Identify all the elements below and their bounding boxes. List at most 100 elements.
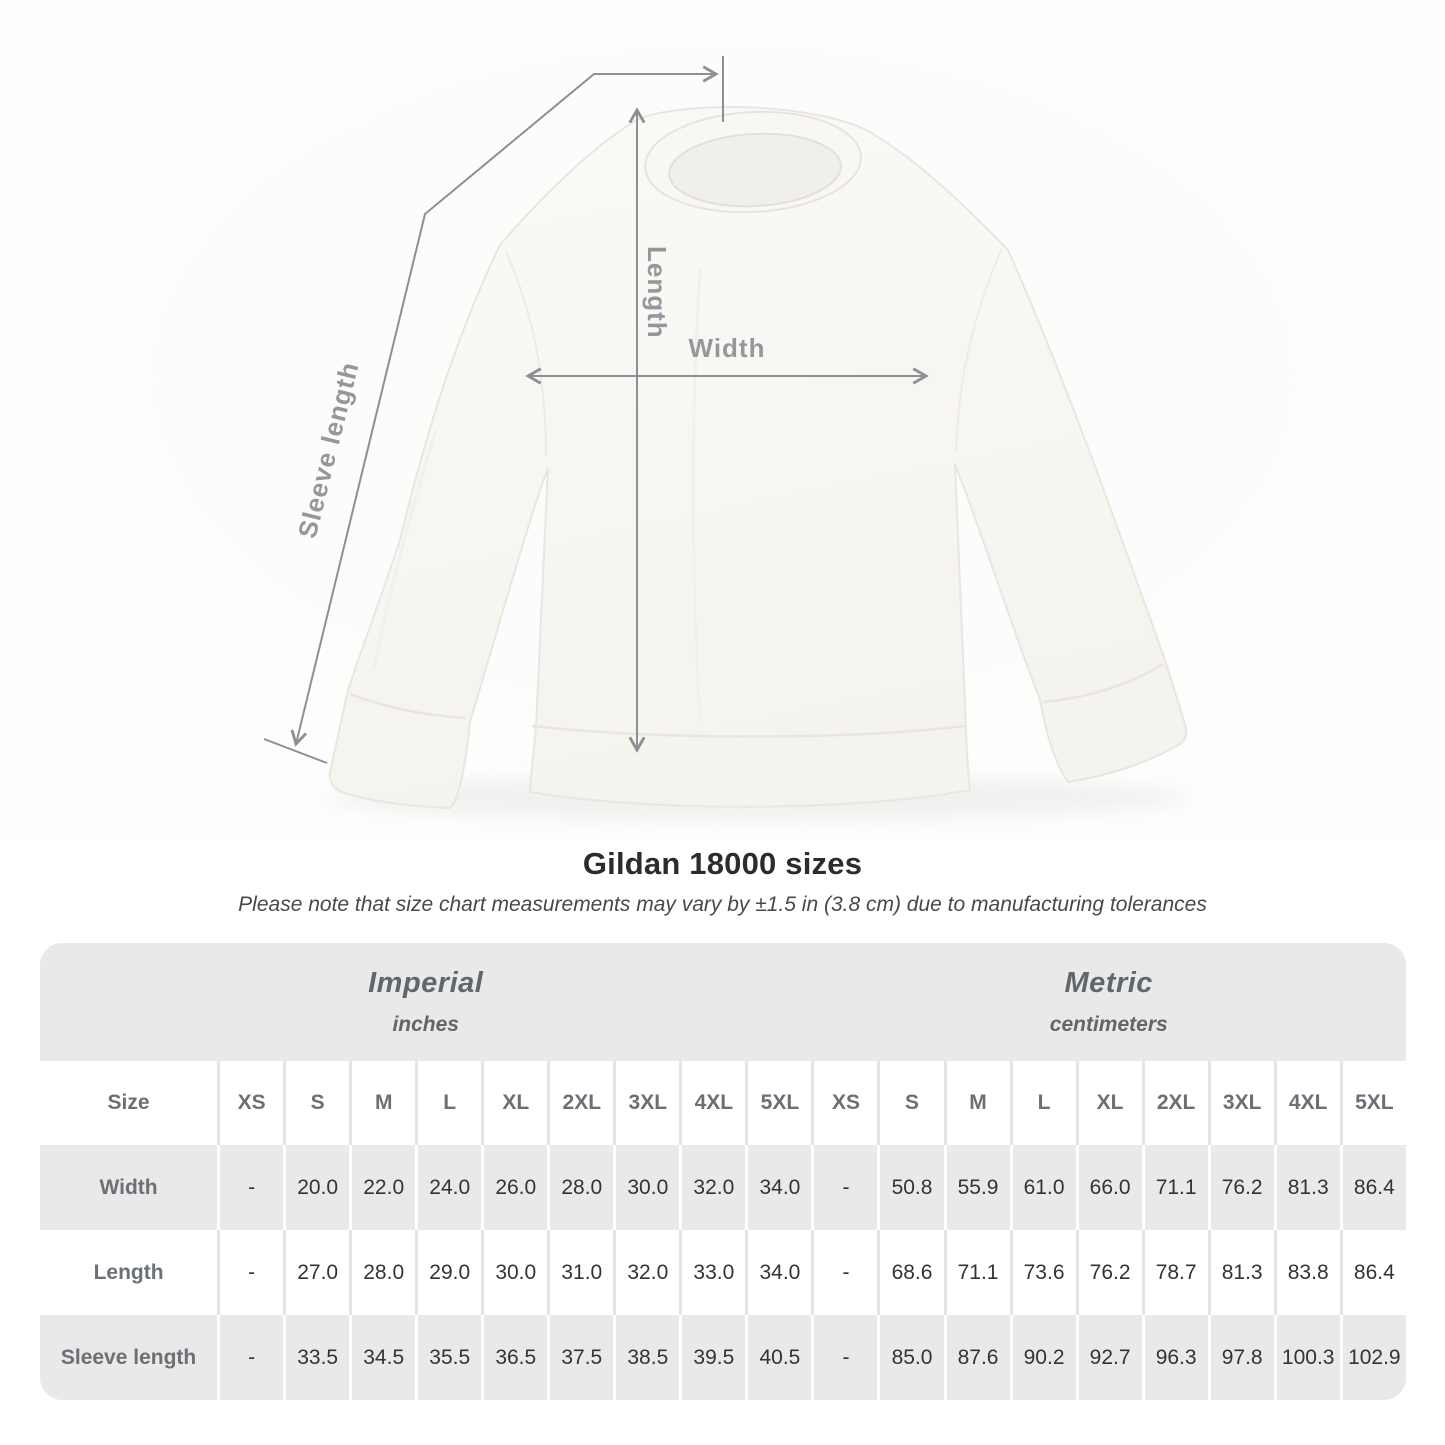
size-value: - [811, 1145, 878, 1230]
measure-row-width: Width -20.0 22.0 24.0 26.0 28.0 30.0 32.0 34.0-5… [40, 1145, 1406, 1230]
size-header-2xl: 2XL [547, 1061, 614, 1145]
size-value: - [811, 1230, 878, 1315]
size-value: 66.0 [1075, 1145, 1142, 1230]
size-value: 34.0 [745, 1145, 812, 1230]
imperial-band: Imperial inches [40, 943, 812, 1061]
size-value: 38.5 [613, 1315, 680, 1400]
size-value: 37.5 [547, 1315, 614, 1400]
imperial-label: Imperial [368, 967, 484, 999]
size-value: 30.0 [613, 1145, 680, 1230]
row-label: Sleeve length [40, 1315, 218, 1400]
product-diagram: Length Width Sleeve length [0, 0, 1445, 840]
size-value: 78.7 [1141, 1230, 1208, 1315]
size-column-header: Size [40, 1061, 218, 1145]
size-value: - [217, 1315, 284, 1400]
size-value: 33.0 [679, 1230, 746, 1315]
imperial-unit: inches [392, 1013, 459, 1036]
size-value: 34.5 [349, 1315, 416, 1400]
tolerance-note: Please note that size chart measurements… [238, 893, 1207, 916]
size-value: 76.2 [1207, 1145, 1274, 1230]
size-value: - [217, 1230, 284, 1315]
size-header-m: M [349, 1061, 416, 1145]
size-header-xl: XL [481, 1061, 548, 1145]
size-value: 36.5 [481, 1315, 548, 1400]
size-value: 85.0 [877, 1315, 944, 1400]
size-value: 27.0 [283, 1230, 350, 1315]
measure-row-length: Length -27.0 28.0 29.0 30.0 31.0 32.0 33.0 34.0-… [40, 1230, 1406, 1315]
size-value: 96.3 [1141, 1315, 1208, 1400]
size-value: - [811, 1315, 878, 1400]
sweatshirt-illustration: Length Width Sleeve length [0, 0, 1445, 840]
width-label: Width [689, 333, 766, 363]
size-value: 20.0 [283, 1145, 350, 1230]
size-table-section: Imperial inches Metric centimeters Size XS S M L… [40, 943, 1406, 1400]
size-header-2xl: 2XL [1141, 1061, 1208, 1145]
size-value: 71.1 [943, 1230, 1010, 1315]
size-value: 97.8 [1207, 1315, 1274, 1400]
metric-label: Metric [1064, 967, 1153, 999]
size-value: 32.0 [679, 1145, 746, 1230]
cuff-reference-tick [263, 738, 328, 764]
row-label: Width [40, 1145, 218, 1230]
size-header-l: L [1009, 1061, 1076, 1145]
size-header-xs: XS [217, 1061, 284, 1145]
size-value: - [217, 1145, 284, 1230]
size-value: 100.3 [1273, 1315, 1340, 1400]
size-header-5xl: 5XL [1339, 1061, 1406, 1145]
size-value: 33.5 [283, 1315, 350, 1400]
size-header-5xl: 5XL [745, 1061, 812, 1145]
size-value: 92.7 [1075, 1315, 1142, 1400]
size-value: 61.0 [1009, 1145, 1076, 1230]
size-value: 39.5 [679, 1315, 746, 1400]
length-label: Length [642, 246, 672, 339]
size-value: 90.2 [1009, 1315, 1076, 1400]
size-value: 73.6 [1009, 1230, 1076, 1315]
size-value: 34.0 [745, 1230, 812, 1315]
size-header-l: L [415, 1061, 482, 1145]
size-header-xl: XL [1075, 1061, 1142, 1145]
size-guide-page: Length Width Sleeve length Gildan 18000 … [0, 0, 1445, 1400]
size-value: 28.0 [547, 1145, 614, 1230]
size-value: 55.9 [943, 1145, 1010, 1230]
size-header-m: M [943, 1061, 1010, 1145]
size-value: 40.5 [745, 1315, 812, 1400]
measurement-annotations [263, 56, 929, 764]
metric-band: Metric centimeters [811, 943, 1406, 1061]
right-cuff-seam [1043, 662, 1164, 704]
size-header-xs: XS [811, 1061, 878, 1145]
size-header-4xl: 4XL [679, 1061, 746, 1145]
size-value: 71.1 [1141, 1145, 1208, 1230]
right-shoulder-seam [955, 247, 1003, 453]
size-header-4xl: 4XL [1273, 1061, 1340, 1145]
sleeve-length-line [290, 65, 719, 747]
size-value: 81.3 [1207, 1230, 1274, 1315]
size-value: 30.0 [481, 1230, 548, 1315]
size-value: 83.8 [1273, 1230, 1340, 1315]
size-header-s: S [877, 1061, 944, 1145]
size-table: Imperial inches Metric centimeters Size XS S M L… [40, 943, 1406, 1400]
size-value: 26.0 [481, 1145, 548, 1230]
size-header-s: S [283, 1061, 350, 1145]
size-value: 86.4 [1339, 1145, 1406, 1230]
size-value: 22.0 [349, 1145, 416, 1230]
size-value: 31.0 [547, 1230, 614, 1315]
size-header-row: Size XS S M L XL 2XL 3XL 4XL 5XL XS S M L XL 2XL 3XL 4XL 5… [40, 1061, 1406, 1145]
unit-band-row: Imperial inches Metric centimeters [40, 943, 1406, 1061]
measure-row-sleeve-length: Sleeve length -33.5 34.5 35.5 36.5 37.5 38.5 39… [40, 1315, 1406, 1400]
size-value: 28.0 [349, 1230, 416, 1315]
size-header-3xl: 3XL [1207, 1061, 1274, 1145]
size-value: 86.4 [1339, 1230, 1406, 1315]
page-title: Gildan 18000 sizes [582, 846, 863, 881]
size-value: 87.6 [943, 1315, 1010, 1400]
size-value: 76.2 [1075, 1230, 1142, 1315]
size-value: 50.8 [877, 1145, 944, 1230]
size-value: 32.0 [613, 1230, 680, 1315]
size-header-3xl: 3XL [613, 1061, 680, 1145]
size-value: 24.0 [415, 1145, 482, 1230]
size-value: 102.9 [1339, 1315, 1406, 1400]
size-value: 29.0 [415, 1230, 482, 1315]
size-value: 81.3 [1273, 1145, 1340, 1230]
metric-unit: centimeters [1049, 1013, 1168, 1036]
row-label: Length [40, 1230, 218, 1315]
size-value: 35.5 [415, 1315, 482, 1400]
